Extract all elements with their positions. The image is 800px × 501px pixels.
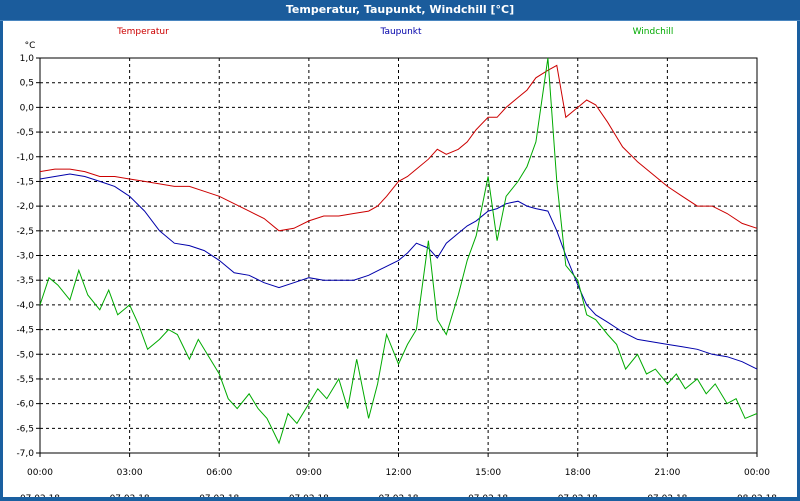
legend-windchill: Windchill	[633, 27, 674, 37]
x-tick-date: 07.02.18	[110, 494, 150, 497]
x-tick-date: 07.02.18	[558, 494, 598, 497]
y-tick-label: 0,5	[20, 79, 34, 89]
x-tick-time: 21:00	[654, 468, 680, 478]
y-tick-label: -7,0	[16, 449, 34, 459]
y-tick-label: -5,5	[16, 375, 34, 385]
y-tick-label: -5,0	[16, 350, 34, 360]
x-tick-date: 08.02.18	[737, 494, 777, 497]
x-tick-time: 00:00	[27, 468, 53, 478]
y-tick-label: -4,5	[16, 326, 34, 336]
x-tick-time: 06:00	[206, 468, 232, 478]
x-tick-date: 07.02.18	[378, 494, 418, 497]
y-tick-label: -6,5	[16, 424, 34, 434]
y-tick-label: -1,0	[16, 153, 34, 163]
y-tick-label: -6,0	[16, 400, 34, 410]
y-tick-label: -2,5	[16, 227, 34, 237]
window-title: Temperatur, Taupunkt, Windchill [°C]	[0, 0, 800, 21]
chart-canvas: 1,0 0,5 0,0 -0,5 -1,0 -1,5 -2,0 -2,5 -3,0 -3,5 -4,…	[3, 21, 797, 501]
x-tick-time: 15:00	[475, 468, 501, 478]
y-tick-label: -3,0	[16, 252, 34, 262]
x-tick-date: 07.02.18	[647, 494, 687, 497]
x-tick-date: 07.02.18	[199, 494, 239, 497]
x-tick-date: 07.02.18	[20, 494, 60, 497]
plot-border	[39, 57, 758, 454]
legend-taupunkt: Taupunkt	[379, 27, 422, 37]
x-tick-time: 12:00	[386, 468, 412, 478]
x-tick-time: 03:00	[117, 468, 143, 478]
x-tick-time: 09:00	[296, 468, 322, 478]
x-tick-date: 07.02.18	[289, 494, 329, 497]
x-tick-time: 00:00	[744, 468, 770, 478]
y-tick-label: -0,5	[16, 128, 34, 138]
y-axis-unit: °C	[25, 41, 36, 51]
series-line-temperatur	[39, 64, 758, 232]
y-tick-label: -3,5	[16, 276, 34, 286]
x-tick-time: 18:00	[565, 468, 591, 478]
series-line-windchill	[39, 57, 758, 445]
series-line-taupunkt	[39, 173, 758, 370]
y-tick-label: -2,0	[16, 202, 34, 212]
y-tick-label: 0,0	[20, 103, 35, 113]
legend-temperatur: Temperatur	[116, 27, 169, 37]
y-tick-label: -1,5	[16, 177, 34, 187]
x-tick-date: 07.02.18	[468, 494, 508, 497]
y-tick-label: -4,0	[16, 301, 34, 311]
chart-svg: 1,0 0,5 0,0 -0,5 -1,0 -1,5 -2,0 -2,5 -3,0 -3,5 -4,…	[16, 27, 777, 501]
y-tick-label: 1,0	[20, 54, 35, 64]
